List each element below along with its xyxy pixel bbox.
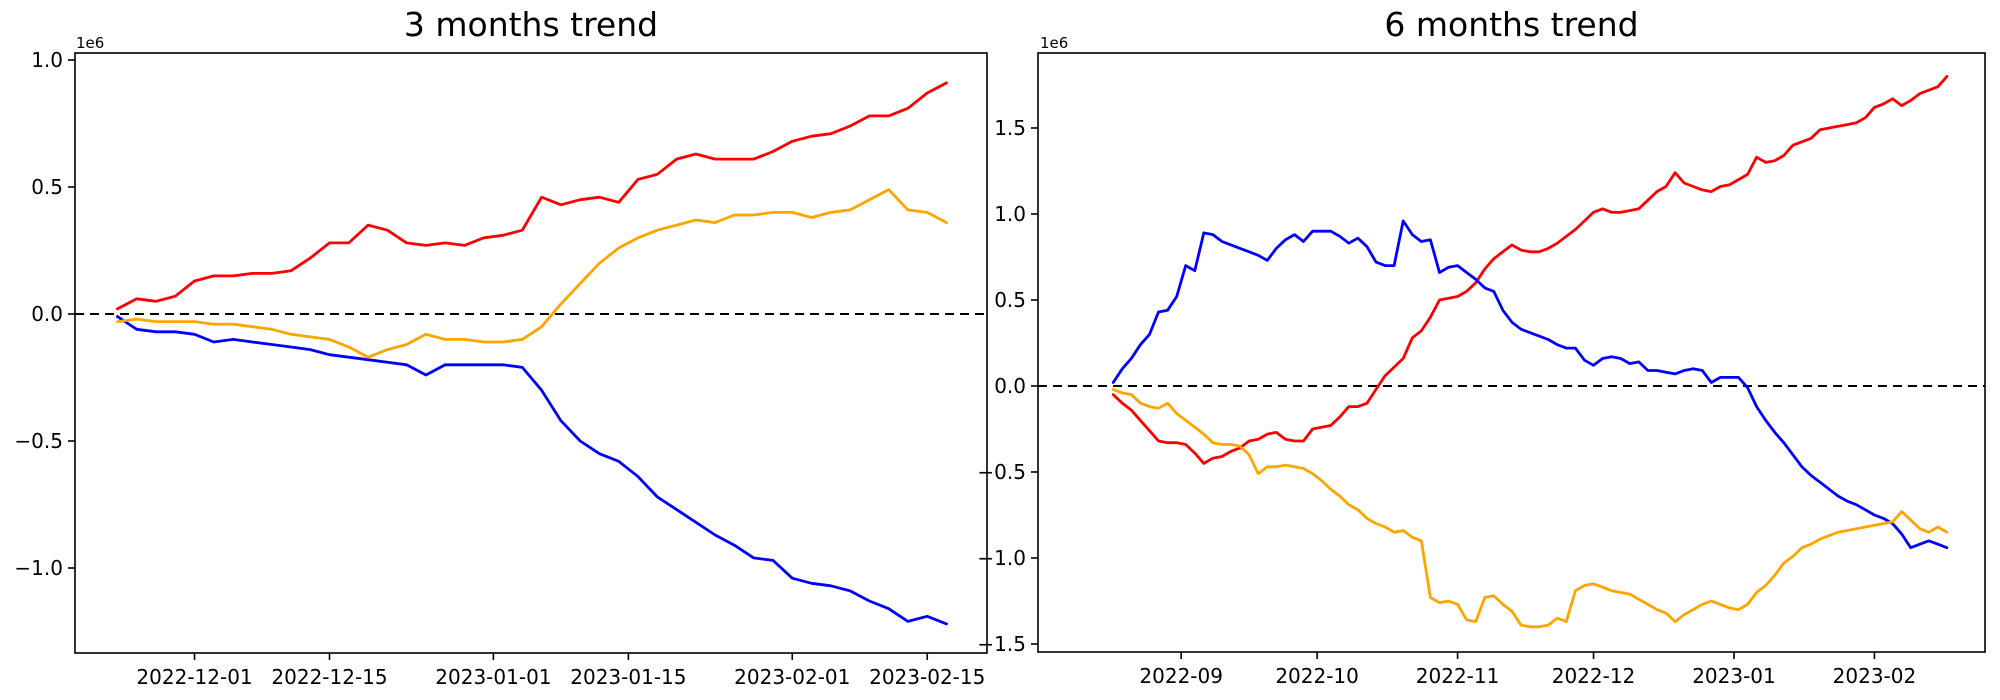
x-tick-label: 2023-02 — [1833, 664, 1917, 688]
y-tick-label: −1.5 — [977, 632, 1026, 656]
axes-box — [1037, 52, 1986, 653]
left-y-axis-offset-label: 1e6 — [76, 34, 105, 52]
x-tick-label: 2022-10 — [1275, 664, 1359, 688]
y-tick-label: 0.5 — [994, 288, 1026, 312]
y-tick-label: 0.0 — [31, 302, 63, 326]
series-line-orange — [1111, 387, 1949, 629]
y-tick-label: 1.0 — [994, 202, 1026, 226]
x-tick-label: 2022-12-15 — [271, 665, 387, 689]
x-tick-label: 2023-01-01 — [435, 665, 551, 689]
y-tick-label: 1.5 — [994, 116, 1026, 140]
x-tick-label: 2023-01-15 — [570, 665, 686, 689]
y-tick-label: −0.5 — [977, 460, 1026, 484]
axes-box — [74, 52, 988, 654]
series-line-blue — [1111, 219, 1949, 550]
y-tick-label: 0.5 — [31, 175, 63, 199]
y-tick-label: −0.5 — [14, 429, 63, 453]
x-tick-label: 2023-02-15 — [869, 665, 985, 689]
series-line-blue — [116, 315, 948, 626]
x-tick-label: 2022-12-01 — [136, 665, 252, 689]
x-tick-label: 2022-11 — [1416, 664, 1500, 688]
x-tick-label: 2023-02-01 — [734, 665, 850, 689]
right-y-axis-offset-label: 1e6 — [1040, 34, 1069, 52]
right-chart-title: 6 months trend — [1384, 5, 1639, 44]
left-chart-title: 3 months trend — [403, 5, 659, 44]
y-tick-label: −1.0 — [14, 556, 63, 580]
series-line-red — [1111, 75, 1949, 465]
y-tick-label: 0.0 — [994, 374, 1026, 398]
x-tick-label: 2022-12 — [1552, 664, 1636, 688]
chart-right: 1.5 1.0 0.5 0.0 −0.5 −1.0 −1.5 2022-09 2022-10 20… — [977, 52, 1986, 688]
x-tick-label: 2022-09 — [1139, 664, 1223, 688]
y-tick-label: −1.0 — [977, 546, 1026, 570]
chart-left: 1.0 0.5 0.0 −0.5 −1.0 2022-12-01 2022-12-15 202… — [14, 48, 988, 689]
series-line-orange — [116, 188, 948, 359]
series-line-red — [116, 81, 948, 311]
y-tick-label: 1.0 — [31, 48, 63, 72]
x-tick-label: 2023-01 — [1692, 664, 1776, 688]
